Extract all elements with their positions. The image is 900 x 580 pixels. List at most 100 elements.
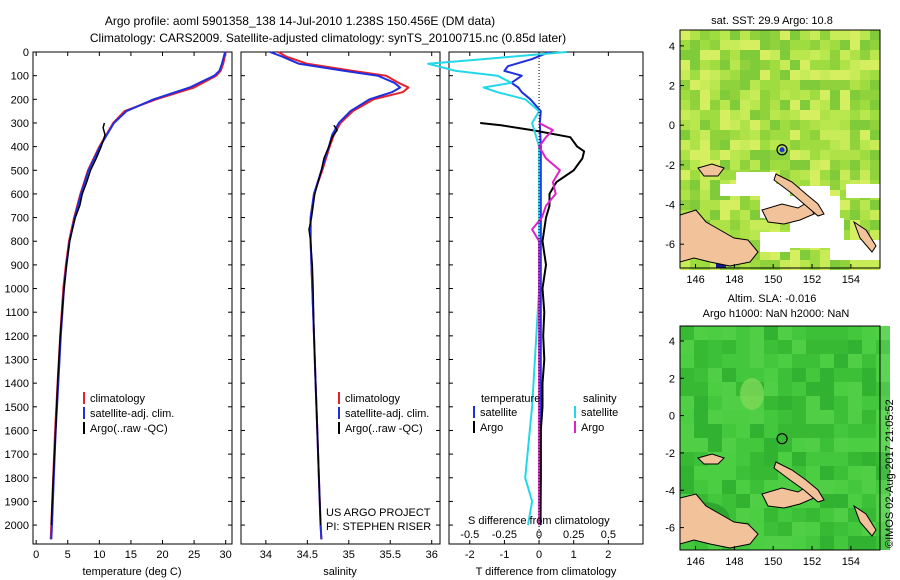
sst-cell <box>740 150 750 160</box>
sst-cell <box>710 220 720 230</box>
sst-cell <box>840 30 850 40</box>
sla-cell <box>862 382 876 396</box>
sla-cell <box>680 382 694 396</box>
sst-cell <box>860 220 870 230</box>
x-tick-label: 2 <box>605 549 611 561</box>
sst-cell <box>820 90 830 100</box>
x-tick-label: 0 <box>33 549 39 561</box>
sst-cell <box>750 160 760 170</box>
sla-cell <box>694 340 708 354</box>
sst-cell <box>700 90 710 100</box>
sst-cloud-gap <box>720 184 790 196</box>
sla-cell <box>694 368 708 382</box>
map-x-tick-label: 146 <box>686 274 704 286</box>
sst-cell <box>690 140 700 150</box>
sla-cell <box>806 508 820 522</box>
sst-cell <box>730 70 740 80</box>
sst-cell <box>870 130 880 140</box>
sla-cell <box>778 368 792 382</box>
sst-cell <box>770 150 780 160</box>
sst-cell <box>820 40 830 50</box>
manus-island-land <box>697 163 725 177</box>
sst-cell <box>870 90 880 100</box>
sst-cell <box>780 160 790 170</box>
sst-cell <box>710 100 720 110</box>
sst-cell <box>720 120 730 130</box>
sla-cell <box>694 354 708 368</box>
sla-cell <box>862 368 876 382</box>
sst-cell <box>820 180 830 190</box>
sla-cell <box>736 340 750 354</box>
sst-cell <box>850 60 860 70</box>
sla-cell <box>736 480 750 494</box>
legend-label-sal-argo: Argo <box>581 422 604 434</box>
sla-cell <box>750 424 764 438</box>
sst-cell <box>770 130 780 140</box>
sst-cell <box>870 80 880 90</box>
sla-cell <box>820 368 834 382</box>
x-tick-label: 34.5 <box>297 549 318 561</box>
sla-cell <box>764 368 778 382</box>
sst-cell <box>820 250 830 260</box>
sst-cell <box>720 160 730 170</box>
sla-cell <box>792 354 806 368</box>
sla-cell <box>722 438 736 452</box>
sla-cell <box>876 340 890 354</box>
sla-cell <box>876 354 890 368</box>
sla-cell <box>722 452 736 466</box>
new-britain-land <box>761 201 815 225</box>
y-tick-label: 600 <box>11 189 29 201</box>
sst-cell <box>810 170 820 180</box>
sst-cell <box>800 130 810 140</box>
sst-cell <box>810 180 820 190</box>
sst-cell <box>830 110 840 120</box>
sst-cell <box>820 70 830 80</box>
sst-cell <box>780 250 790 260</box>
legend-label-satellite: satellite-adj. clim. <box>90 408 174 420</box>
sst-cell <box>740 130 750 140</box>
sst-cell <box>700 130 710 140</box>
sla-cell <box>750 438 764 452</box>
sst-cell <box>820 260 830 270</box>
sst-cell <box>790 110 800 120</box>
sla-cell <box>778 424 792 438</box>
sst-cell <box>770 160 780 170</box>
sst-cell <box>750 50 760 60</box>
sst-cell <box>750 30 760 40</box>
sst-cell <box>780 120 790 130</box>
new-ireland-land <box>773 461 825 503</box>
new-guinea-land <box>679 209 759 267</box>
sst-cell <box>870 60 880 70</box>
sst-cell <box>700 60 710 70</box>
sst-cell <box>840 170 850 180</box>
sla-map <box>679 325 890 551</box>
sst-cell <box>860 70 870 80</box>
sst-cell <box>700 30 710 40</box>
sst-cell <box>790 30 800 40</box>
sst-cell <box>730 140 740 150</box>
sst-cell <box>700 110 710 120</box>
argo-position-dot <box>779 147 785 153</box>
sst-cell <box>680 130 690 140</box>
sst-cell <box>770 70 780 80</box>
sst-cell <box>680 60 690 70</box>
sla-cell <box>792 438 806 452</box>
sst-cell <box>790 100 800 110</box>
sla-cell <box>778 340 792 354</box>
sla-cell <box>820 480 834 494</box>
sst-cell <box>690 110 700 120</box>
sla-cell <box>722 424 736 438</box>
y-tick-label: 1700 <box>5 449 29 461</box>
sst-cell <box>710 90 720 100</box>
sst-cell <box>700 160 710 170</box>
series-line-temperature-satellite <box>503 51 550 526</box>
sst-cell <box>850 80 860 90</box>
sst-cell <box>750 70 760 80</box>
sst-cell <box>680 160 690 170</box>
sst-cell <box>800 50 810 60</box>
sst-cell <box>750 110 760 120</box>
sla-cell <box>736 494 750 508</box>
sla-cell <box>820 508 834 522</box>
sst-cell <box>680 50 690 60</box>
sst-cell <box>720 100 730 110</box>
